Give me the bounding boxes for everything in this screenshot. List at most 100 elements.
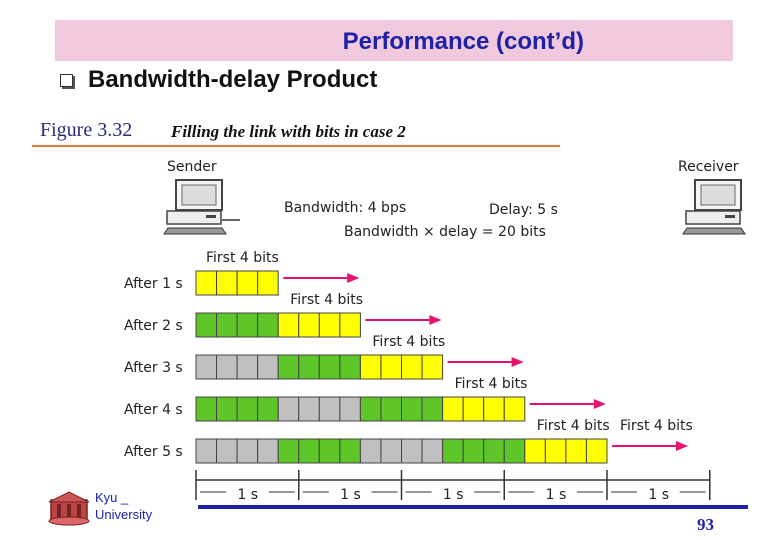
first-bits-label: First 4 bits: [372, 334, 445, 350]
bit-cell: [318, 438, 341, 464]
bit-cell: [483, 396, 505, 422]
figure-label: Figure 3.32: [40, 119, 133, 141]
bit-cell: [359, 438, 382, 464]
bit-cell: [298, 354, 320, 380]
bit-cell: [380, 396, 403, 422]
bit-cell: [298, 438, 320, 464]
bit-cell: [380, 354, 403, 380]
axis-label: 1 s: [546, 487, 567, 503]
bit-cell: [503, 396, 526, 422]
time-axis: 1 s 1 s 1 s 1 s 1 s: [195, 470, 711, 503]
bit-cell: [401, 396, 423, 422]
axis-label: 1 s: [648, 487, 669, 503]
arrow-head: [347, 273, 360, 283]
bit-cell: [277, 438, 300, 464]
bit-cell: [339, 396, 361, 422]
bit-cell: [257, 312, 279, 338]
bit-cell: [585, 438, 608, 464]
receiver-label: Receiver: [678, 159, 739, 175]
bit-cell: [339, 312, 361, 338]
arrow-head: [676, 441, 688, 451]
bandwidth-text: Bandwidth: 4 bps: [284, 200, 406, 216]
logo-line-2: University: [95, 507, 153, 522]
axis-label: 1 s: [237, 487, 258, 503]
bit-cell: [318, 396, 341, 422]
bit-cell: [216, 312, 238, 338]
bit-cell: [421, 438, 444, 464]
receiver-computer-icon: [682, 179, 746, 235]
sender-computer-icon: [163, 179, 240, 235]
sender-label: Sender: [167, 159, 217, 175]
bit-cell: [195, 396, 218, 422]
bit-cell: [257, 396, 279, 422]
bit-cell: [339, 438, 361, 464]
bit-cell: [359, 396, 382, 422]
figure-caption: Filling the link with bits in case 2: [171, 122, 406, 141]
bit-cell: [277, 354, 300, 380]
axis-label: 1 s: [340, 487, 361, 503]
arrow-head: [429, 315, 442, 325]
bit-cell: [195, 354, 218, 380]
page-title: Performance (cont’d): [342, 28, 584, 55]
first-bits-label: First 4 bits: [620, 418, 693, 434]
title-bar: [55, 20, 733, 61]
bit-cell: [318, 312, 341, 338]
bit-cell: [216, 354, 238, 380]
bit-cell: [524, 438, 546, 464]
bit-cell: [257, 270, 279, 296]
bit-cell: [339, 354, 361, 380]
bit-cell: [277, 312, 300, 338]
bit-cell: [318, 354, 341, 380]
bit-cell: [462, 396, 485, 422]
product-text: Bandwidth × delay = 20 bits: [344, 224, 546, 240]
bit-cell: [277, 396, 300, 422]
bit-cell: [298, 396, 320, 422]
bit-cell: [195, 438, 218, 464]
bit-cell: [216, 396, 238, 422]
row-label: After 4 s: [124, 402, 183, 418]
bit-cell: [216, 270, 238, 296]
bit-cell: [401, 438, 423, 464]
bit-cell: [216, 438, 238, 464]
bit-cell: [257, 438, 279, 464]
bit-cell: [236, 354, 259, 380]
first-bits-label: First 4 bits: [537, 418, 610, 434]
row-label: After 2 s: [124, 318, 183, 334]
bit-cell: [359, 354, 382, 380]
figure-rule: [32, 145, 560, 147]
first-bits-label: First 4 bits: [290, 292, 363, 308]
axis-label: 1 s: [443, 487, 464, 503]
bit-cell: [401, 354, 423, 380]
bit-cell: [483, 438, 505, 464]
bit-cell: [462, 438, 485, 464]
bit-cell: [421, 396, 444, 422]
bit-cell: [442, 438, 464, 464]
slide-subtitle: Bandwidth-delay Product: [88, 66, 378, 93]
logo-line-1: Kyu _: [95, 490, 129, 505]
row-label: After 5 s: [124, 444, 183, 460]
bit-cell: [195, 270, 218, 296]
arrow-head: [593, 399, 606, 409]
bit-cell: [544, 438, 567, 464]
footer-rule: [198, 505, 748, 509]
bit-cell: [380, 438, 403, 464]
first-bits-label: First 4 bits: [206, 250, 279, 266]
bit-cell: [236, 438, 259, 464]
bit-cell: [298, 312, 320, 338]
bit-cell: [236, 270, 259, 296]
first-bits-label: First 4 bits: [455, 376, 528, 392]
bit-cell: [442, 396, 464, 422]
arrow-head: [511, 357, 524, 367]
delay-text: Delay: 5 s: [489, 202, 558, 218]
bit-cell: [257, 354, 279, 380]
page-number: 93: [697, 515, 714, 534]
university-logo-icon: [48, 491, 90, 526]
bit-cell: [421, 354, 444, 380]
bit-cell: [236, 312, 259, 338]
row-label: After 1 s: [124, 276, 183, 292]
university-logo-text: Kyu _ University: [95, 489, 152, 523]
bullet-icon: [60, 74, 73, 87]
bit-cell: [195, 312, 218, 338]
row-label: After 3 s: [124, 360, 183, 376]
